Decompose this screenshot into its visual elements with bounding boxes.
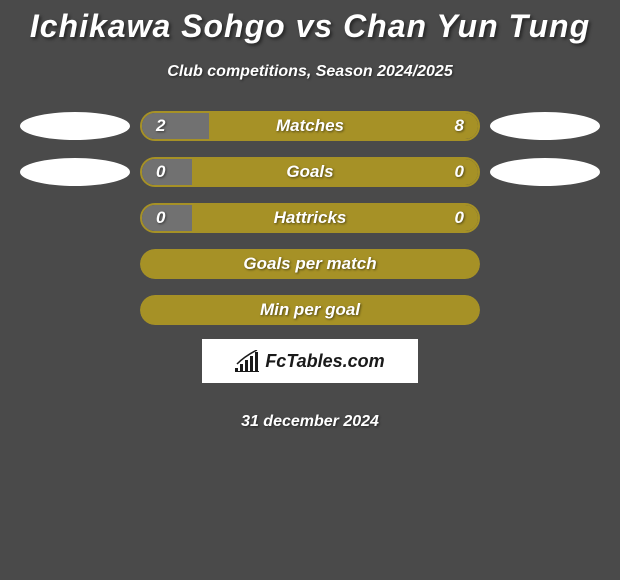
stat-bar: 00Goals: [140, 157, 480, 187]
subtitle: Club competitions, Season 2024/2025: [0, 63, 620, 81]
player-left-ellipse: [20, 158, 130, 186]
page-title: Ichikawa Sohgo vs Chan Yun Tung: [0, 8, 620, 45]
stat-label: Goals per match: [140, 249, 480, 279]
stat-label: Min per goal: [140, 295, 480, 325]
stats-list: 28Matches00Goals00HattricksGoals per mat…: [0, 111, 620, 325]
stat-bar: 00Hattricks: [140, 203, 480, 233]
stat-row: 00Goals: [0, 157, 620, 187]
logo-text: FcTables.com: [265, 351, 384, 372]
player-right-ellipse: [490, 158, 600, 186]
stat-value-left: 2: [142, 113, 209, 139]
stat-value-left: 0: [142, 159, 192, 185]
player-right-ellipse: [490, 112, 600, 140]
logo-box: FcTables.com: [202, 339, 418, 383]
footer-block: FcTables.com 31 december 2024: [0, 325, 620, 431]
stat-row: 00Hattricks: [0, 203, 620, 233]
bar-chart-icon: [235, 350, 259, 372]
stats-card: Ichikawa Sohgo vs Chan Yun Tung Club com…: [0, 0, 620, 431]
date-text: 31 december 2024: [241, 413, 379, 431]
stat-row: 28Matches: [0, 111, 620, 141]
stat-value-right: 0: [192, 159, 478, 185]
player-left-ellipse: [20, 112, 130, 140]
stat-row: Min per goal: [0, 295, 620, 325]
stat-label: Goals: [286, 162, 333, 182]
stat-label: Hattricks: [274, 208, 347, 228]
stat-value-left: 0: [142, 205, 192, 231]
stat-label: Matches: [276, 116, 344, 136]
stat-bar: Min per goal: [140, 295, 480, 325]
stat-bar: Goals per match: [140, 249, 480, 279]
stat-bar: 28Matches: [140, 111, 480, 141]
stat-row: Goals per match: [0, 249, 620, 279]
